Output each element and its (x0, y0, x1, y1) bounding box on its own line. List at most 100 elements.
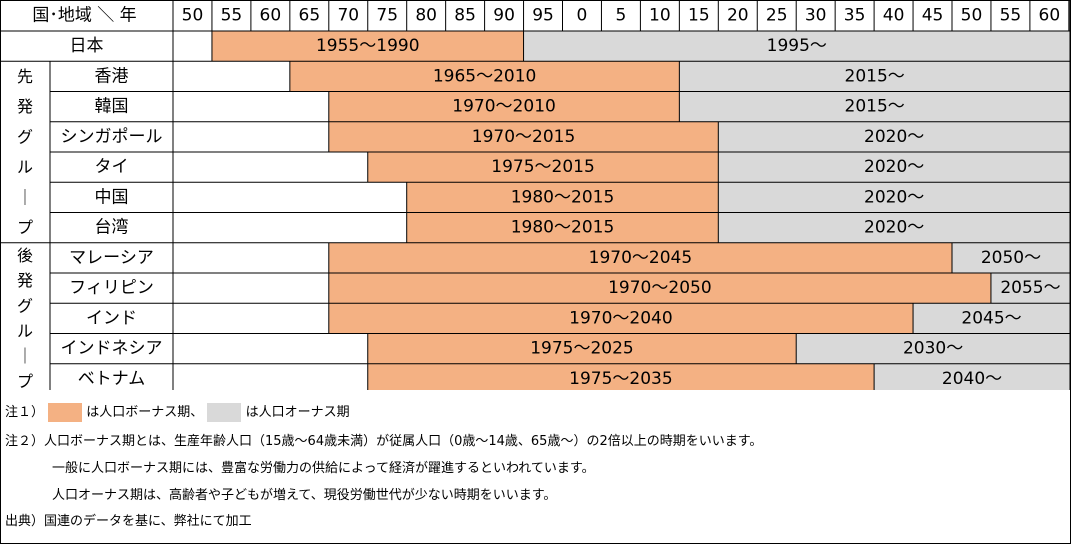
country-label-8: フィリピン (69, 278, 154, 298)
group-label-char: ｜ (17, 188, 33, 207)
bonus-label-2: 1970～2010 (452, 97, 556, 117)
note-2-line-3: 人口オーナス期は、高齢者や子どもが増えて、現役労働世代が少ない時期をいいます。 (52, 488, 557, 503)
bonus-label-0: 1955～1990 (316, 36, 420, 56)
bonus-bar-6 (406, 212, 719, 243)
bonus-bar-0 (211, 31, 524, 62)
onus-label-2: 2015～ (845, 97, 905, 117)
bonus-label-1: 1965～2010 (433, 66, 537, 86)
source-prefix: 出典） (5, 514, 45, 529)
group-label-char: プ (17, 218, 33, 237)
onus-bar-3 (718, 121, 1070, 152)
year-header-10: 0 (577, 6, 588, 26)
bonus-bar-4 (367, 152, 719, 183)
onus-label-5: 2020～ (864, 187, 924, 207)
onus-label-3: 2020～ (864, 127, 924, 147)
country-label-0: 日本 (70, 36, 104, 56)
year-header-19: 45 (922, 6, 944, 26)
bonus-bar-2 (328, 91, 680, 122)
year-header-21: 55 (1000, 6, 1022, 26)
onus-swatch (207, 403, 242, 422)
onus-bar-10 (796, 333, 1070, 364)
note-2: 注２）人口ボーナス期とは、生産年齢人口（15歳～64歳未満）が従属人口（0歳～1… (5, 430, 762, 449)
country-label-4: タイ (95, 157, 129, 177)
onus-label-7: 2050～ (981, 248, 1041, 268)
note-2-prefix: 注２） (5, 434, 45, 449)
onus-bar-4 (718, 152, 1070, 183)
bonus-bar-8 (328, 273, 991, 304)
bonus-bar-3 (328, 121, 719, 152)
country-label-2: 韓国 (95, 97, 129, 117)
onus-bar-6 (718, 212, 1070, 243)
group-label-char: 後 (17, 246, 33, 265)
onus-bar-5 (718, 182, 1070, 213)
bonus-label-11: 1975～2035 (569, 369, 673, 389)
group-label-char: ル (17, 321, 33, 340)
note-1-bonus-text: は人口ボーナス期、 (86, 405, 204, 420)
onus-label-10: 2030～ (903, 339, 963, 359)
corner-label: 国･地域 ＼ 年 (32, 6, 136, 26)
year-header-2: 60 (260, 6, 282, 26)
country-label-7: マレーシア (69, 248, 154, 268)
onus-label-8: 2055～ (1000, 278, 1060, 298)
year-header-18: 40 (883, 6, 905, 26)
note-1: 注１） は人口ボーナス期、 は人口オーナス期 (5, 401, 350, 422)
country-label-6: 台湾 (95, 218, 129, 238)
bonus-label-10: 1975～2025 (530, 339, 634, 359)
onus-bar-11 (874, 363, 1070, 390)
year-header-0: 50 (182, 6, 204, 26)
onus-label-1: 2015～ (845, 66, 905, 86)
bonus-label-6: 1980～2015 (511, 218, 615, 238)
onus-bar-8 (990, 273, 1070, 304)
year-header-22: 60 (1039, 6, 1061, 26)
year-header-14: 20 (727, 6, 749, 26)
group-label-char: ル (17, 158, 33, 177)
year-header-16: 30 (805, 6, 827, 26)
onus-label-6: 2020～ (864, 218, 924, 238)
group-label-char: ｜ (17, 347, 33, 366)
year-header-9: 95 (532, 6, 554, 26)
note-2-line-1: 人口ボーナス期とは、生産年齢人口（15歳～64歳未満）が従属人口（0歳～14歳、… (44, 434, 763, 449)
source-note: 出典）国連のデータを基に、弊社にて加工 (5, 510, 252, 529)
bonus-bar-7 (328, 242, 952, 273)
bonus-bar-1 (289, 61, 680, 92)
group-label-char: グ (17, 296, 33, 315)
group-label-char: プ (17, 372, 33, 390)
onus-bar-7 (952, 242, 1070, 273)
year-header-6: 80 (415, 6, 437, 26)
country-label-5: 中国 (95, 187, 129, 207)
bonus-label-5: 1980～2015 (511, 187, 615, 207)
onus-label-0: 1995～ (767, 36, 827, 56)
country-label-9: インド (86, 308, 137, 328)
source-text: 国連のデータを基に、弊社にて加工 (44, 514, 252, 529)
country-label-10: インドネシア (61, 339, 163, 359)
year-header-13: 15 (688, 6, 710, 26)
year-header-17: 35 (844, 6, 866, 26)
group-label-char: 発 (17, 271, 33, 290)
onus-bar-0 (523, 31, 1070, 62)
year-header-15: 25 (766, 6, 788, 26)
onus-label-11: 2040～ (942, 369, 1002, 389)
bonus-bar-11 (367, 363, 875, 390)
country-label-1: 香港 (95, 66, 129, 86)
year-header-1: 55 (221, 6, 243, 26)
bonus-swatch (48, 403, 83, 422)
onus-label-4: 2020～ (864, 157, 924, 177)
onus-label-9: 2045～ (961, 308, 1021, 328)
country-label-3: シンガポール (61, 127, 163, 147)
country-label-11: ベトナム (78, 369, 146, 389)
year-header-20: 50 (961, 6, 983, 26)
note-1-onus-text: は人口オーナス期 (245, 405, 350, 420)
year-header-8: 90 (493, 6, 515, 26)
year-header-11: 5 (616, 6, 627, 26)
year-header-3: 65 (299, 6, 321, 26)
bonus-label-8: 1970～2050 (608, 278, 712, 298)
note-2-line-2: 一般に人口ボーナス期には、豊富な労働力の供給によって経済が躍進するといわれていま… (52, 461, 595, 476)
bonus-label-3: 1970～2015 (472, 127, 576, 147)
group-label-char: 先 (17, 67, 33, 86)
bonus-bar-10 (367, 333, 797, 364)
bonus-bar-5 (406, 182, 719, 213)
group-label-char: 発 (17, 97, 33, 116)
group-label-char: グ (17, 127, 33, 146)
bonus-label-9: 1970～2040 (569, 308, 673, 328)
year-header-4: 70 (337, 6, 359, 26)
